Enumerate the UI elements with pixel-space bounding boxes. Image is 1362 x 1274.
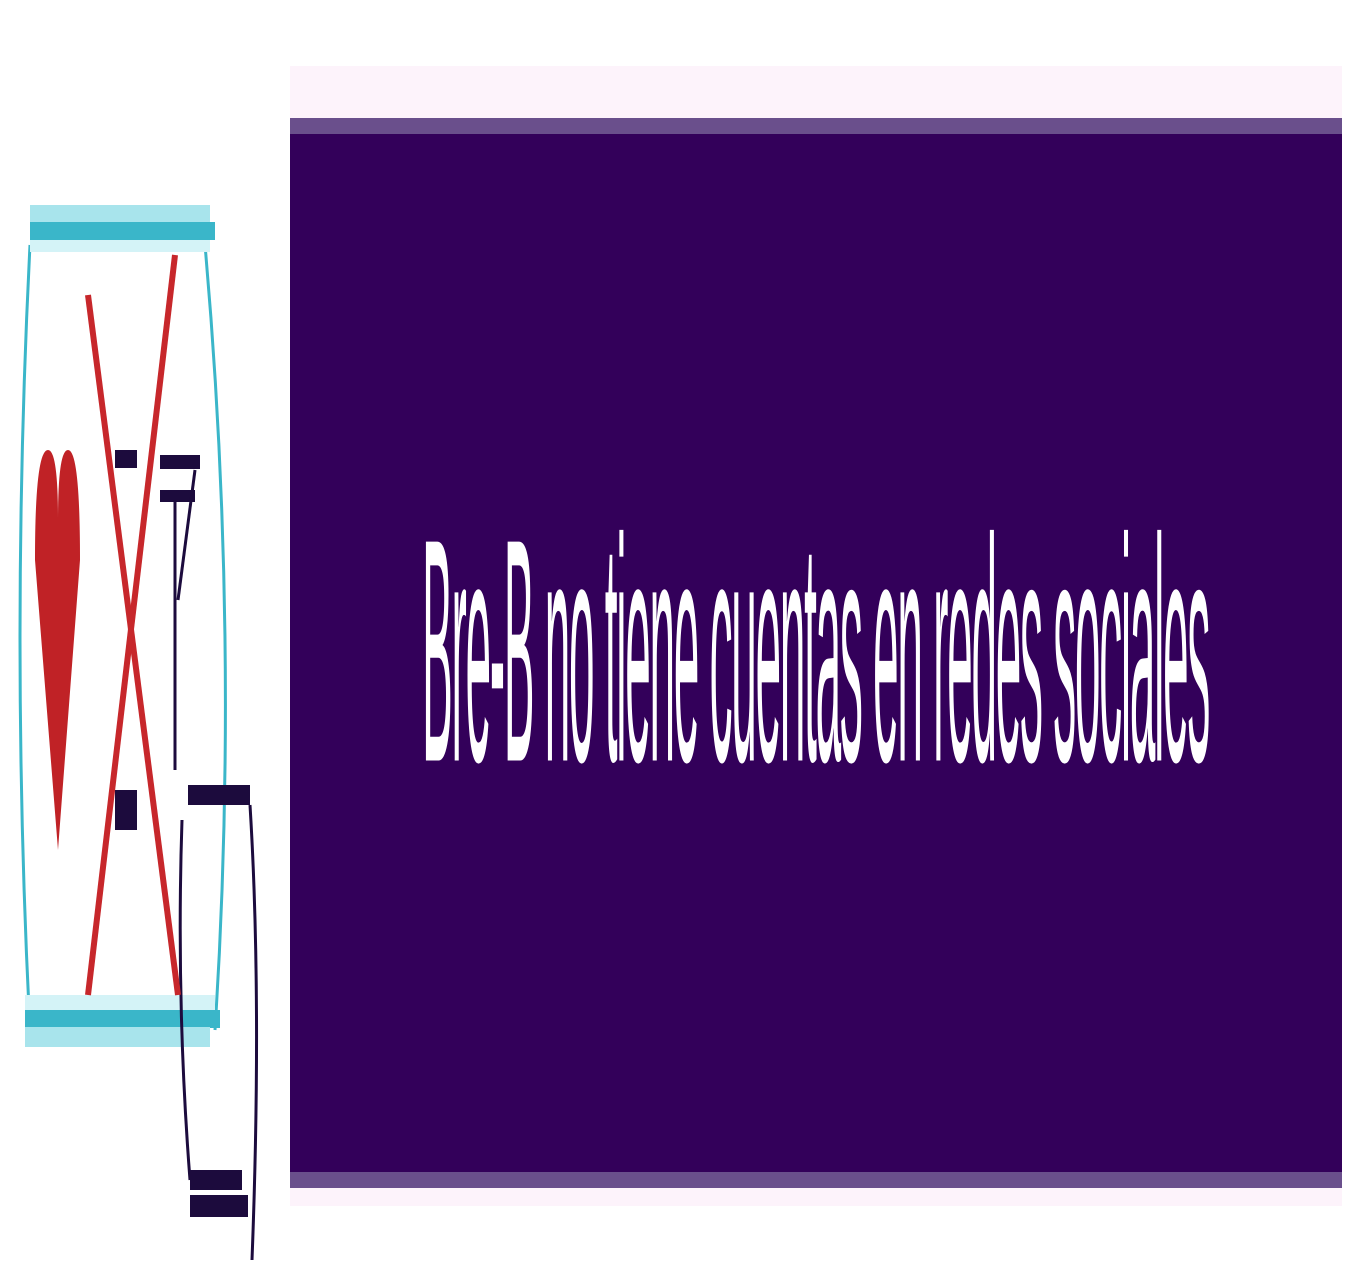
glyph-top-bar-3 — [160, 490, 195, 502]
banner-message: Bre-B no tiene cuentas en redes sociales — [422, 472, 1211, 830]
glyph-bracket-bottom-2 — [190, 1195, 248, 1217]
frame-right-edge — [203, 244, 227, 1031]
frame-left-edge — [18, 244, 32, 1031]
heart-shape — [35, 450, 80, 850]
frame-bottom-bar-light-2 — [25, 1027, 210, 1047]
frame-top-bar-light-2 — [30, 240, 210, 252]
banner-text-container: Bre-B no tiene cuentas en redes sociales — [290, 134, 1342, 1172]
frame-top-bar-light — [30, 205, 210, 223]
glyph-bracket-curve — [248, 804, 259, 1261]
frame-bottom-bar-light — [25, 995, 215, 1011]
message-banner: Bre-B no tiene cuentas en redes sociales — [290, 118, 1342, 1188]
glyph-bracket-top — [188, 785, 250, 805]
glyph-bracket-bottom-1 — [190, 1170, 242, 1190]
no-social-media-icon — [0, 0, 290, 1274]
icon-graphic — [18, 205, 259, 1261]
glyph-top-bar-1 — [115, 450, 137, 468]
cross-stroke-2 — [85, 254, 178, 996]
frame-top-bar — [30, 222, 215, 240]
glyph-mid-bar — [115, 790, 137, 830]
glyph-stroke-b — [176, 469, 197, 601]
frame-bottom-bar — [25, 1010, 220, 1028]
cross-stroke-1 — [85, 294, 181, 996]
glyph-bracket-left — [178, 819, 192, 1181]
glyph-top-bar-2 — [160, 455, 200, 469]
